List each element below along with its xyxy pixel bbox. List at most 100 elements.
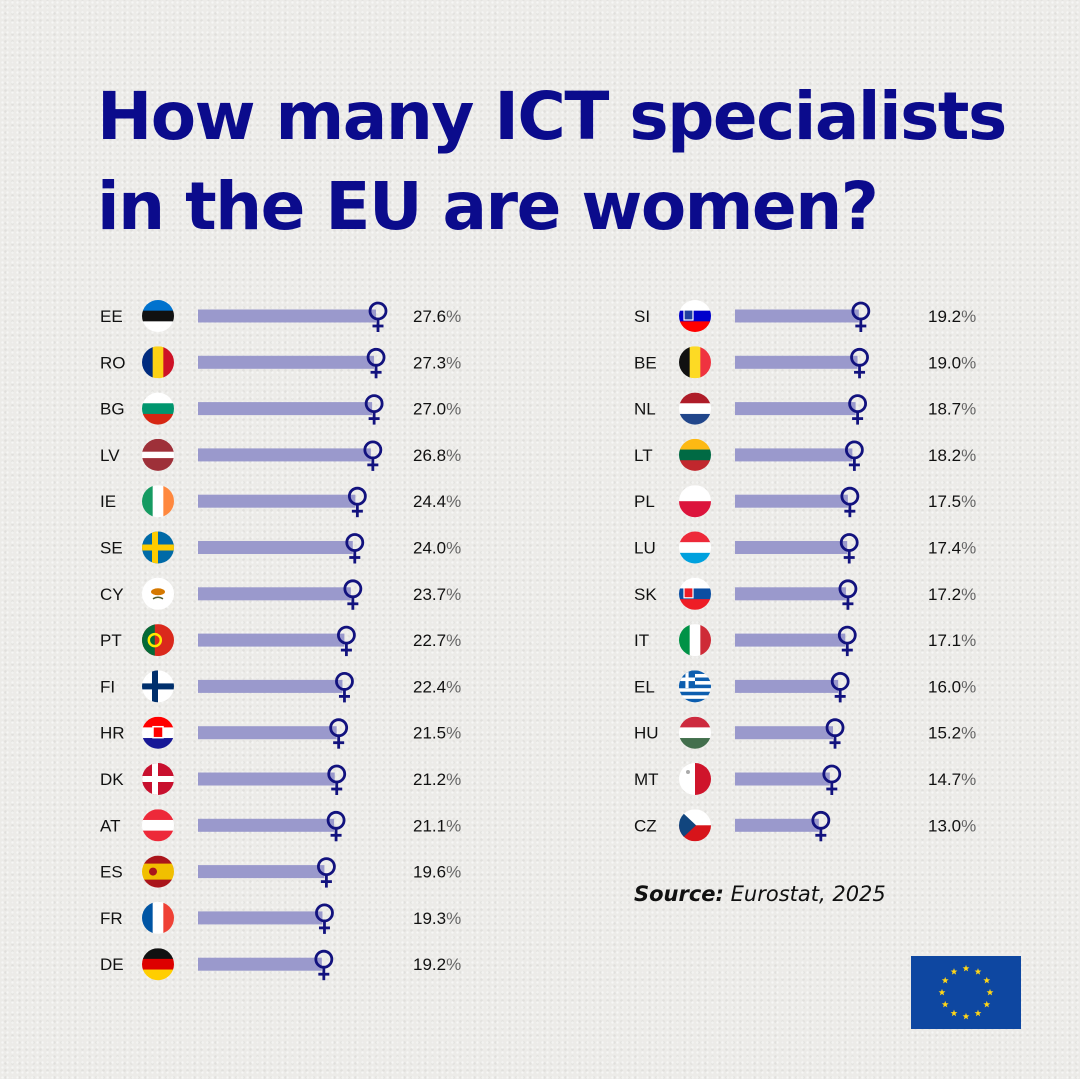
unit-label: % xyxy=(961,724,976,743)
flag-lt-icon xyxy=(679,438,711,471)
bar xyxy=(735,726,834,740)
chart-row: CZ 13.0% xyxy=(634,810,976,842)
country-label: PT xyxy=(100,631,122,650)
value-label: 17.5% xyxy=(928,492,976,511)
flag-cz-icon xyxy=(679,809,711,842)
eu-star-icon xyxy=(950,968,958,975)
female-symbol-icon xyxy=(840,486,860,518)
flag-hr-icon xyxy=(142,716,174,749)
flag-cy-icon xyxy=(142,577,174,610)
bar xyxy=(735,633,846,647)
value-label: 22.4% xyxy=(413,677,461,696)
source-note: Source: Eurostat, 2025 xyxy=(634,882,886,906)
value-label: 15.2% xyxy=(928,724,976,743)
chart-title: How many ICT specialists in the EU are w… xyxy=(97,72,1057,252)
chart-title-line-1: How many ICT specialists xyxy=(97,78,1007,155)
female-symbol-icon xyxy=(811,810,831,842)
flag-at-icon xyxy=(142,809,174,842)
flag-mt-icon xyxy=(679,763,711,795)
chart-row: CY 23.7% xyxy=(100,579,461,610)
female-symbol-icon xyxy=(851,301,871,332)
flag-sk-icon xyxy=(679,577,711,610)
female-symbol-icon xyxy=(837,625,857,657)
eu-star-icon xyxy=(974,968,982,975)
value-label: 19.2% xyxy=(928,307,976,326)
bar xyxy=(198,772,335,786)
unit-label: % xyxy=(446,816,461,835)
female-symbol-icon xyxy=(839,533,859,564)
flag-de-icon xyxy=(142,948,174,981)
flag-it-icon xyxy=(679,624,711,657)
bar xyxy=(735,494,848,508)
unit-label: % xyxy=(446,863,461,882)
unit-label: % xyxy=(446,492,461,511)
bar xyxy=(735,772,830,786)
flag-fi-icon xyxy=(142,670,174,703)
unit-label: % xyxy=(446,909,461,928)
chart-row: SI 19.2% xyxy=(634,301,976,332)
country-label: EL xyxy=(634,677,655,696)
bar xyxy=(198,494,356,508)
female-symbol-icon xyxy=(326,810,346,842)
unit-label: % xyxy=(961,446,976,465)
country-label: EE xyxy=(100,307,123,326)
value-label: 18.2% xyxy=(928,446,976,465)
unit-label: % xyxy=(446,307,461,326)
chart-row: PT 22.7% xyxy=(100,625,461,657)
chart-row: EE 27.6% xyxy=(100,301,461,332)
female-symbol-icon xyxy=(317,857,336,888)
chart-row: FI 22.4% xyxy=(100,672,461,703)
female-symbol-icon xyxy=(347,486,367,518)
bar xyxy=(735,355,858,369)
value-label: 13.0% xyxy=(928,816,976,835)
bar xyxy=(735,402,856,416)
country-label: CZ xyxy=(634,816,657,835)
unit-label: % xyxy=(961,677,976,696)
chart-row: HR 21.5% xyxy=(100,718,461,749)
unit-label: % xyxy=(961,770,976,789)
country-label: DE xyxy=(100,955,124,974)
value-label: 16.0% xyxy=(928,677,976,696)
value-label: 21.1% xyxy=(413,816,461,835)
eu-flag-logo xyxy=(911,956,1021,1029)
country-label: SK xyxy=(634,585,657,604)
flag-bg-icon xyxy=(142,392,174,425)
country-label: RO xyxy=(100,353,126,372)
unit-label: % xyxy=(961,400,976,419)
value-label: 24.4% xyxy=(413,492,461,511)
bar xyxy=(198,957,322,971)
bar xyxy=(198,309,376,323)
unit-label: % xyxy=(446,631,461,650)
source-label: Source: xyxy=(634,882,724,906)
value-label: 17.4% xyxy=(928,539,976,558)
flag-ee-icon xyxy=(142,300,174,332)
value-label: 27.0% xyxy=(413,400,461,419)
unit-label: % xyxy=(446,724,461,743)
female-symbol-icon xyxy=(335,672,354,703)
country-label: HU xyxy=(634,724,659,743)
eu-star-icon xyxy=(962,964,970,972)
unit-label: % xyxy=(446,539,461,558)
value-label: 19.0% xyxy=(928,353,976,372)
country-label: ES xyxy=(100,863,123,882)
female-symbol-icon xyxy=(825,718,845,749)
female-symbol-icon xyxy=(345,533,365,564)
bar xyxy=(735,818,819,832)
bar xyxy=(198,541,353,554)
eu-star-icon xyxy=(974,1009,982,1017)
unit-label: % xyxy=(961,816,976,835)
unit-label: % xyxy=(961,307,976,326)
chart-row: PL 17.5% xyxy=(634,486,976,518)
country-label: SI xyxy=(634,307,650,326)
eu-star-icon xyxy=(938,988,946,996)
female-symbol-icon xyxy=(366,347,386,379)
chart-row: IT 17.1% xyxy=(634,625,976,657)
unit-label: % xyxy=(961,492,976,511)
country-label: HR xyxy=(100,724,125,743)
eu-star-icon xyxy=(983,1000,991,1008)
bar xyxy=(198,865,325,879)
bar xyxy=(198,633,345,647)
chart-row: LU 17.4% xyxy=(634,533,976,564)
bar xyxy=(735,679,839,693)
